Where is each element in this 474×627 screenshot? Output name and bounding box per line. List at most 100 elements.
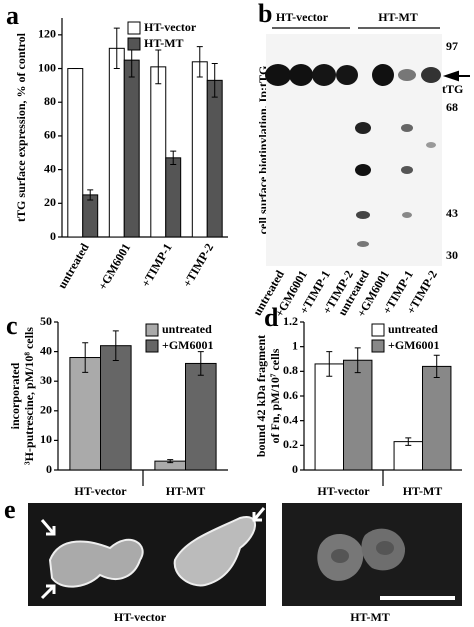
band-arrow xyxy=(442,70,470,82)
error-bar xyxy=(170,150,177,166)
y-tick-label: 0.4 xyxy=(283,412,298,426)
y-axis-label: incorporated xyxy=(8,362,22,429)
band xyxy=(312,64,336,86)
legend-label: +GM6001 xyxy=(162,338,214,352)
error-bar xyxy=(196,46,203,78)
bar xyxy=(206,79,223,238)
bar xyxy=(343,359,373,471)
band xyxy=(402,212,412,218)
error-bar xyxy=(433,354,440,378)
band xyxy=(421,67,441,83)
error-bar xyxy=(405,437,412,446)
y-tick-label: 80 xyxy=(44,94,56,108)
arrow xyxy=(40,519,56,536)
y-tick-label: 0 xyxy=(292,462,298,476)
y-tick-label: 1.2 xyxy=(283,314,298,328)
y-tick-label: 0 xyxy=(50,229,56,243)
band xyxy=(265,64,291,86)
legend-swatch xyxy=(145,323,159,337)
band xyxy=(336,65,358,85)
nucleus xyxy=(376,541,394,555)
error-bar xyxy=(167,459,174,464)
group-label: HT-vector xyxy=(276,10,329,24)
y-axis-label: of Fn, pM/10⁷ cells xyxy=(268,348,282,443)
group-label: HT-MT xyxy=(378,10,418,24)
bar xyxy=(185,362,217,471)
x-tick-label: HT-MT xyxy=(166,484,206,498)
marker-label: 30 xyxy=(446,248,458,262)
cell xyxy=(173,516,256,587)
legend-swatch xyxy=(127,21,141,35)
bar xyxy=(191,61,208,238)
y-axis-label: ³H-putrescine, pM/10⁸ cells xyxy=(22,327,36,465)
y-tick-label: 0.6 xyxy=(283,388,298,402)
cell xyxy=(48,538,144,588)
panel-letter: c xyxy=(6,311,18,340)
y-tick-label: 20 xyxy=(40,403,52,417)
y-tick-label: 0 xyxy=(46,462,52,476)
legend-label: +GM6001 xyxy=(388,338,440,352)
y-tick-label: 10 xyxy=(40,432,52,446)
x-tick-label: untreated xyxy=(55,241,92,291)
bar xyxy=(393,441,423,471)
arrow xyxy=(40,584,56,600)
error-bar xyxy=(82,342,89,373)
band xyxy=(356,211,370,219)
legend-label: untreated xyxy=(388,322,438,336)
y-tick-label: 50 xyxy=(40,314,52,328)
y-axis-label: tTG surface expression, % of control xyxy=(14,32,28,222)
y-tick-label: 0.8 xyxy=(283,363,298,377)
y-tick-label: 100 xyxy=(38,60,56,74)
legend-label: HT-MT xyxy=(144,36,184,50)
legend-label: untreated xyxy=(162,322,212,336)
y-tick-label: 40 xyxy=(44,161,56,175)
bar xyxy=(123,59,140,238)
panel-letter: b xyxy=(258,0,272,28)
nucleus xyxy=(331,549,349,563)
bar xyxy=(165,157,182,238)
marker-label: 68 xyxy=(446,100,458,114)
bar xyxy=(100,345,132,471)
arrow xyxy=(252,507,266,522)
x-tick-label: +GM6001 xyxy=(95,241,133,293)
band xyxy=(401,166,413,174)
bar xyxy=(69,357,102,471)
y-tick-label: 0.2 xyxy=(283,437,298,451)
band xyxy=(401,124,413,132)
error-bar xyxy=(354,347,361,374)
y-tick-label: 120 xyxy=(38,27,56,41)
band-label: tTG xyxy=(442,82,463,96)
x-tick-label: HT-vector xyxy=(74,484,127,498)
bar xyxy=(314,363,344,471)
bar xyxy=(150,66,167,238)
micrograph-right xyxy=(282,503,462,606)
band xyxy=(289,64,313,86)
error-bar xyxy=(113,27,120,70)
bar xyxy=(82,194,99,238)
caption: HT-MT xyxy=(350,610,390,624)
x-tick-label: HT-MT xyxy=(403,484,443,498)
x-tick-label: +TIMP-1 xyxy=(139,241,175,290)
error-bar xyxy=(211,62,218,98)
legend-swatch xyxy=(127,37,141,51)
bar xyxy=(108,47,125,238)
error-bar xyxy=(326,351,333,377)
bar xyxy=(422,365,452,471)
error-bar xyxy=(112,330,119,361)
legend-label: HT-vector xyxy=(144,20,197,34)
legend-swatch xyxy=(371,339,385,353)
legend-swatch xyxy=(371,323,385,337)
marker-label: 97 xyxy=(446,39,458,53)
band xyxy=(357,241,369,247)
error-bar xyxy=(155,49,162,85)
error-bar xyxy=(197,351,204,376)
caption: HT-vector xyxy=(114,610,167,624)
legend-swatch xyxy=(145,339,159,353)
x-tick-label: HT-vector xyxy=(317,484,370,498)
error-bar xyxy=(87,189,94,201)
band xyxy=(426,142,436,148)
band xyxy=(372,64,394,86)
y-tick-label: 40 xyxy=(40,343,52,357)
